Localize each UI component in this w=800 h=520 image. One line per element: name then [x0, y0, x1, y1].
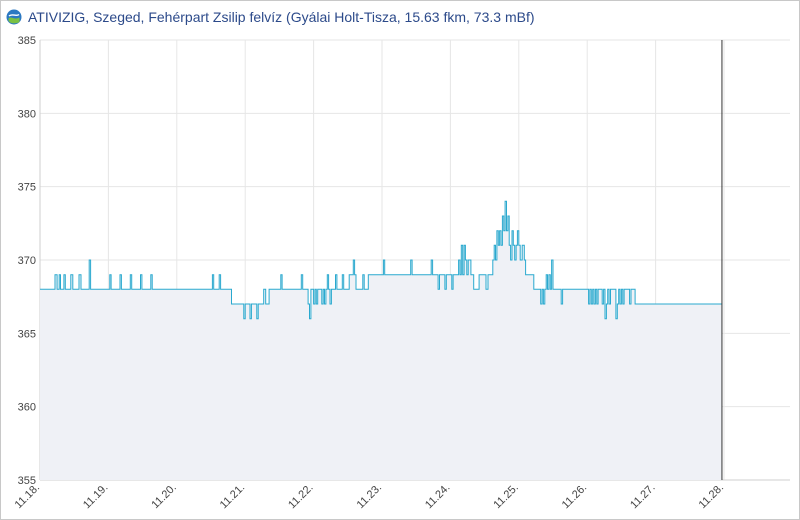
x-tick-label: 11.22. [286, 482, 316, 512]
x-axis: 11.18. 11.19. 11.20. 11.21. 11.22. 11.23. 11.2… [13, 482, 727, 512]
y-tick-label: 370 [18, 255, 36, 267]
x-tick-label: 11.19. [81, 482, 111, 512]
water-level-line [40, 200, 722, 320]
x-tick-label: 11.26. [560, 482, 590, 512]
chart-title: ATIVIZIG, Szeged, Fehérpart Zsilip felví… [28, 9, 535, 25]
x-tick-label: 11.25. [491, 482, 521, 512]
y-tick-label: 360 [18, 402, 36, 414]
x-tick-label: 11.27. [628, 482, 658, 512]
water-level-area [40, 201, 722, 481]
y-tick-label: 385 [18, 35, 36, 47]
x-tick-label: 11.28. [697, 482, 727, 512]
x-tick-label: 11.23. [355, 482, 385, 512]
y-axis: 355 360 365 370 375 380 385 [18, 35, 36, 487]
x-tick-label: 11.24. [423, 482, 453, 512]
x-tick-label: 11.21. [218, 482, 248, 512]
y-tick-label: 365 [18, 328, 36, 340]
y-tick-label: 375 [18, 182, 36, 194]
y-tick-label: 355 [18, 475, 36, 487]
y-tick-label: 380 [18, 108, 36, 120]
ativizig-logo-icon [6, 9, 22, 25]
x-tick-label: 11.20. [149, 482, 179, 512]
chart-header: ATIVIZIG, Szeged, Fehérpart Zsilip felví… [6, 7, 535, 27]
